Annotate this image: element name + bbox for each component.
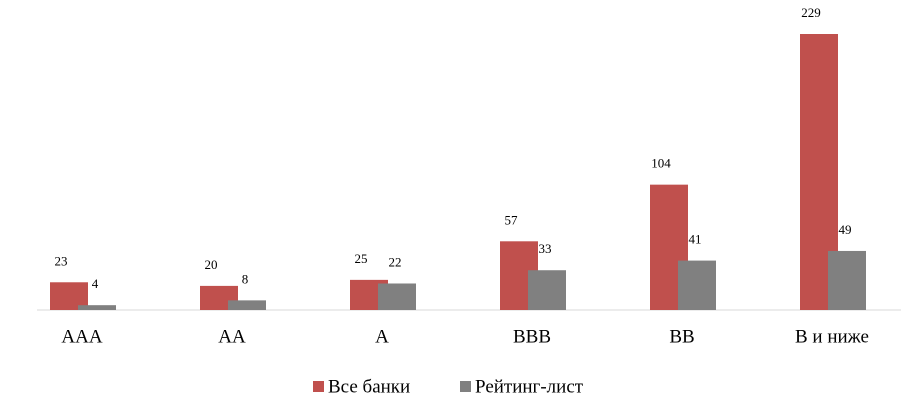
data-label: 41 — [689, 232, 702, 247]
data-label: 49 — [839, 222, 852, 237]
bar — [228, 300, 266, 310]
x-tick-label: AAA — [61, 326, 102, 347]
data-label: 104 — [651, 156, 671, 171]
bar — [678, 260, 716, 310]
x-tick-label: BBB — [513, 326, 551, 347]
data-label: 57 — [505, 212, 519, 227]
x-tick-label: AA — [218, 326, 246, 347]
data-label: 23 — [55, 253, 68, 268]
legend-label: Все банки — [328, 376, 410, 397]
data-label: 4 — [92, 276, 99, 291]
x-tick-label: BB — [669, 326, 694, 347]
data-label: 20 — [205, 257, 218, 272]
legend-swatch — [460, 381, 471, 392]
x-tick-label: A — [375, 326, 389, 347]
bar — [828, 250, 866, 310]
data-label: 25 — [355, 251, 368, 266]
data-label: 8 — [242, 271, 249, 286]
data-label: 22 — [389, 254, 402, 269]
legend-label: Рейтинг-лист — [475, 376, 584, 397]
bar — [378, 283, 416, 310]
x-tick-label: В и ниже — [795, 326, 869, 347]
bar — [528, 270, 566, 310]
data-label: 229 — [801, 5, 821, 20]
legend-swatch — [313, 381, 324, 392]
bar — [78, 305, 116, 310]
data-label: 33 — [539, 241, 552, 256]
